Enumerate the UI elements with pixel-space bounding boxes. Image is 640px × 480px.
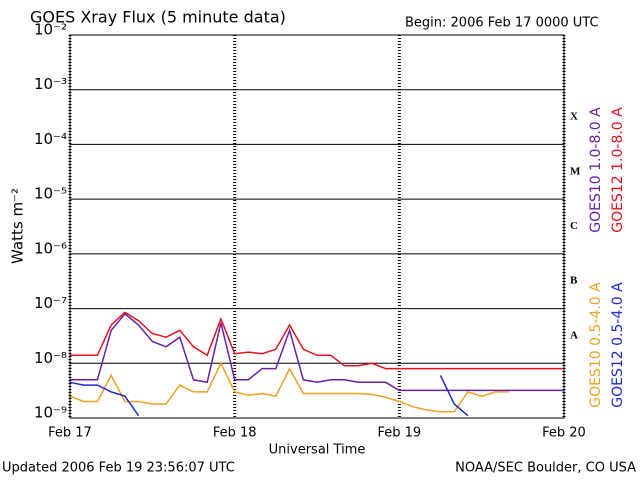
legend-entry: GOES10 1.0-8.0 A xyxy=(588,107,604,233)
flare-class: C xyxy=(570,220,578,232)
series-line xyxy=(70,311,564,370)
y-tick-label: 10⁻³ xyxy=(34,75,67,93)
plot-frame xyxy=(69,34,565,419)
y-tick-label: 10⁻⁸ xyxy=(34,349,67,367)
x-axis-label: Universal Time xyxy=(269,443,366,458)
legend-entry: GOES12 0.5-4.0 A xyxy=(610,282,626,408)
y-tick-label: 10⁻⁴ xyxy=(34,130,67,148)
series-line xyxy=(69,375,469,417)
series-line xyxy=(69,361,510,413)
y-tick-label: 10⁻² xyxy=(34,21,67,39)
flare-class: A xyxy=(570,329,578,341)
y-tick-label: 10⁻⁵ xyxy=(34,185,67,203)
chart-title: GOES Xray Flux (5 minute data) xyxy=(30,8,286,27)
y-tick-label: 10⁻⁶ xyxy=(34,239,67,257)
y-axis-label: Watts m⁻² xyxy=(9,188,27,264)
flare-class: B xyxy=(570,275,578,287)
legend-entry: GOES10 0.5-4.0 A xyxy=(588,282,604,408)
x-tick-label: Feb 19 xyxy=(377,426,421,441)
footer-left: Updated 2006 Feb 19 23:56:07 UTC xyxy=(2,461,235,476)
footer-right: NOAA/SEC Boulder, CO USA xyxy=(455,461,636,476)
chart-subtitle: Begin: 2006 Feb 17 0000 UTC xyxy=(405,16,599,31)
x-tick-label: Feb 18 xyxy=(213,426,257,441)
y-tick-label: 10⁻⁷ xyxy=(34,294,67,312)
flare-class: X xyxy=(570,111,578,123)
y-tick-label: 10⁻⁹ xyxy=(34,404,67,422)
flare-class: M xyxy=(570,165,581,177)
series-line xyxy=(70,312,564,392)
x-tick-label: Feb 17 xyxy=(48,426,92,441)
legend-entry: GOES12 1.0-8.0 A xyxy=(610,107,626,233)
x-tick-label: Feb 20 xyxy=(542,426,586,441)
